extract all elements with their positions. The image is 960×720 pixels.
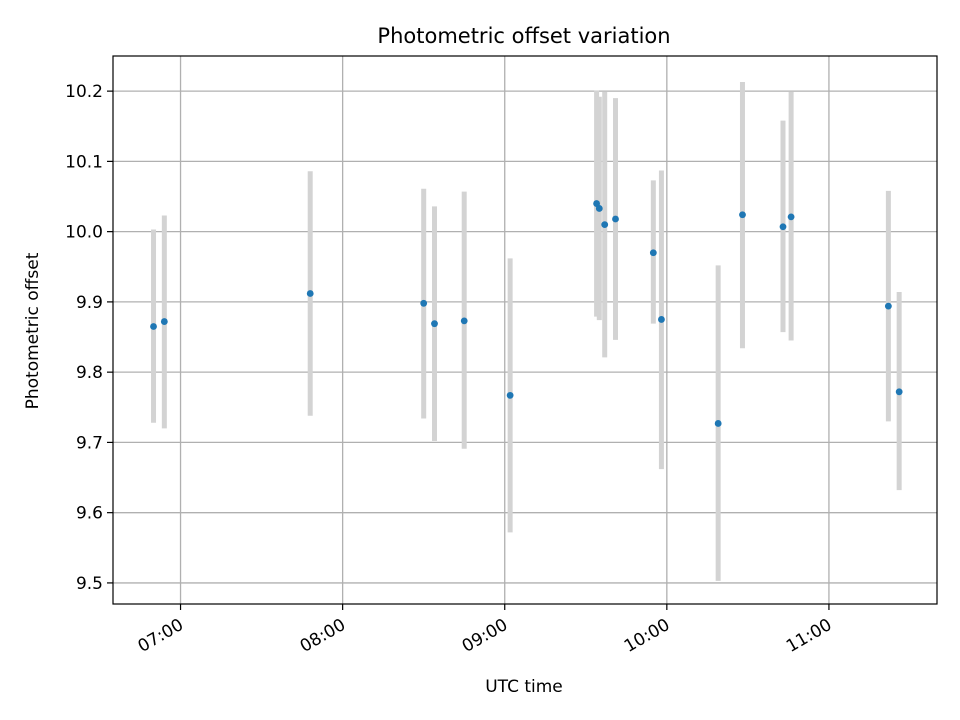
y-axis-label: Photometric offset — [23, 252, 43, 409]
y-tick-label: 9.7 — [76, 433, 103, 453]
y-tick-label: 9.8 — [76, 363, 103, 383]
y-tick-label: 10.2 — [65, 82, 103, 102]
data-point — [649, 249, 657, 257]
data-point — [779, 223, 787, 231]
data-point — [431, 320, 438, 328]
data-point — [460, 317, 468, 325]
y-tick-label: 10.1 — [65, 152, 103, 172]
chart-title: Photometric offset variation — [377, 24, 670, 48]
x-axis-label: UTC time — [485, 677, 563, 697]
data-point — [884, 302, 892, 310]
y-tick-label: 9.5 — [76, 574, 103, 594]
data-point — [787, 213, 795, 221]
data-point — [895, 388, 903, 396]
data-point — [714, 420, 722, 427]
data-point — [506, 391, 514, 399]
y-tick-label: 10.0 — [65, 223, 103, 243]
data-point — [601, 221, 609, 229]
data-point — [150, 323, 157, 330]
data-points — [150, 200, 903, 427]
data-point — [739, 211, 746, 219]
data-point — [420, 299, 428, 307]
plot-frame — [112, 55, 938, 605]
data-point — [160, 318, 168, 325]
y-tick-label: 9.9 — [76, 293, 103, 313]
data-point — [306, 290, 314, 297]
data-point — [612, 215, 619, 223]
data-point — [595, 205, 603, 212]
y-tick-label: 9.6 — [76, 504, 103, 524]
data-point — [658, 316, 665, 323]
grid — [113, 56, 937, 604]
